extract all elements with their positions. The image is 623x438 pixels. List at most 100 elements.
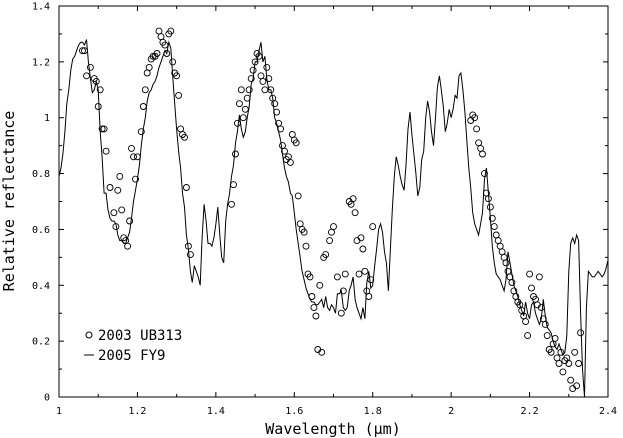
data-point-2003-ub313 [322, 251, 330, 259]
data-point-2003-ub313 [141, 86, 149, 94]
y-tick-label: 0.8 [32, 169, 50, 180]
data-point-2003-ub313 [294, 192, 302, 200]
data-point-2003-ub313 [230, 181, 237, 189]
data-point-2003-ub313 [312, 312, 320, 320]
data-point-2003-ub313 [182, 184, 190, 191]
legend-marker-2003-ub313 [85, 331, 93, 339]
legend-label-2003-ub313: 2003 UB313 [98, 328, 182, 344]
data-point-2003-ub313 [110, 209, 118, 217]
data-point-2003-ub313 [137, 128, 145, 136]
data-point-2003-ub313 [565, 360, 573, 367]
data-point-2003-ub313 [357, 234, 365, 242]
data-point-2003-ub313 [473, 125, 481, 133]
data-point-2003-ub313 [488, 214, 496, 222]
data-point-2003-ub313 [537, 304, 545, 312]
data-point-2003-ub313 [96, 86, 104, 94]
data-point-2003-ub313 [124, 242, 132, 250]
data-point-2003-ub313 [524, 332, 532, 340]
y-tick-label: 0.2 [32, 337, 50, 348]
data-point-2003-ub313 [181, 133, 188, 141]
data-point-2003-ub313 [337, 309, 345, 317]
data-point-2003-ub313 [281, 147, 288, 155]
data-point-2003-ub313 [484, 195, 492, 203]
data-point-2003-ub313 [94, 103, 102, 110]
data-point-2003-ub313 [265, 75, 273, 83]
data-point-2003-ub313 [318, 348, 326, 356]
data-point-2003-ub313 [249, 66, 257, 74]
data-point-2003-ub313 [79, 47, 86, 55]
data-point-2003-ub313 [241, 105, 249, 113]
data-point-2003-ub313 [251, 58, 259, 66]
x-tick-label: 1.4 [207, 406, 225, 417]
data-point-2003-ub313 [186, 251, 194, 259]
data-point-2003-ub313 [361, 267, 369, 275]
x-tick-label: 2.2 [521, 406, 539, 417]
data-point-2003-ub313 [559, 368, 567, 376]
data-point-2003-ub313 [271, 100, 279, 108]
data-point-2003-ub313 [255, 52, 263, 60]
data-point-2003-ub313 [292, 139, 300, 147]
data-point-2003-ub313 [573, 382, 581, 390]
data-point-2003-ub313 [259, 77, 267, 85]
data-point-2003-ub313 [92, 77, 100, 85]
axis-ticks [58, 5, 609, 398]
y-tick-label: 0.4 [32, 281, 50, 292]
data-point-2003-ub313 [83, 72, 90, 80]
tick-labels: 1 1.2 1.4 1.6 1.8 2 2.2 2.4 0 0.2 0.4 0.6 0.8 1 1.2 1.4 [32, 2, 617, 418]
data-point-2003-ub313 [277, 125, 285, 133]
data-point-2003-ub313 [100, 125, 108, 133]
data-point-2003-ub313 [365, 293, 373, 300]
data-point-2003-ub313 [535, 273, 543, 281]
data-point-2003-ub313 [114, 186, 122, 194]
x-tick-label: 2.4 [599, 406, 617, 417]
data-point-2003-ub313 [173, 72, 181, 80]
data-point-2003-ub313 [351, 209, 359, 217]
data-point-2003-ub313 [106, 184, 114, 191]
data-point-2003-ub313 [184, 242, 192, 250]
x-tick-label: 1 [56, 406, 62, 417]
data-point-2003-ub313 [571, 348, 579, 356]
x-axis-title: Wavelength (μm) [265, 420, 400, 438]
data-point-2003-ub313 [128, 144, 135, 152]
data-point-2003-ub313 [245, 86, 253, 94]
data-point-2003-ub313 [479, 150, 486, 158]
data-point-2003-ub313 [112, 223, 120, 231]
y-axis-title: Relative reflectance [0, 111, 18, 292]
data-point-2003-ub313 [547, 348, 555, 356]
data-point-2003-ub313 [557, 348, 565, 356]
data-point-2003-ub313 [349, 195, 357, 203]
data-point-2003-ub313 [330, 223, 337, 231]
data-point-2003-ub313 [555, 360, 563, 367]
data-point-2003-ub313 [567, 376, 575, 384]
data-point-2003-ub313 [116, 172, 124, 180]
data-point-2003-ub313 [306, 273, 314, 281]
data-point-2003-ub313 [130, 153, 137, 161]
data-point-2003-ub313 [341, 270, 349, 278]
y-tick-label: 1 [44, 113, 50, 124]
data-point-2003-ub313 [237, 86, 245, 94]
x-tick-label: 1.6 [285, 406, 303, 417]
data-point-2003-ub313 [551, 334, 559, 342]
data-point-2003-ub313 [133, 153, 141, 161]
data-point-2003-ub313 [145, 63, 153, 71]
data-point-2003-ub313 [132, 175, 139, 183]
data-point-2003-ub313 [239, 114, 247, 122]
data-point-2003-ub313 [369, 223, 377, 231]
data-point-2003-ub313 [232, 150, 239, 158]
data-point-2003-ub313 [575, 360, 583, 367]
data-point-2003-ub313 [169, 58, 177, 66]
data-point-2003-ub313 [86, 63, 94, 71]
data-point-2003-ub313 [326, 237, 334, 245]
legend-label-2005-fy9: 2005 FY9 [98, 348, 165, 364]
data-point-2003-ub313 [118, 206, 126, 214]
data-point-2003-ub313 [302, 242, 310, 250]
data-point-2003-ub313 [167, 27, 175, 35]
data-point-2003-ub313 [126, 217, 134, 225]
data-point-2003-ub313 [98, 125, 106, 133]
x-tick-label: 1.8 [364, 406, 382, 417]
series-2003-ub313 [79, 27, 585, 393]
data-point-2003-ub313 [233, 119, 241, 127]
data-point-2003-ub313 [481, 170, 488, 178]
data-point-2003-ub313 [339, 287, 347, 295]
